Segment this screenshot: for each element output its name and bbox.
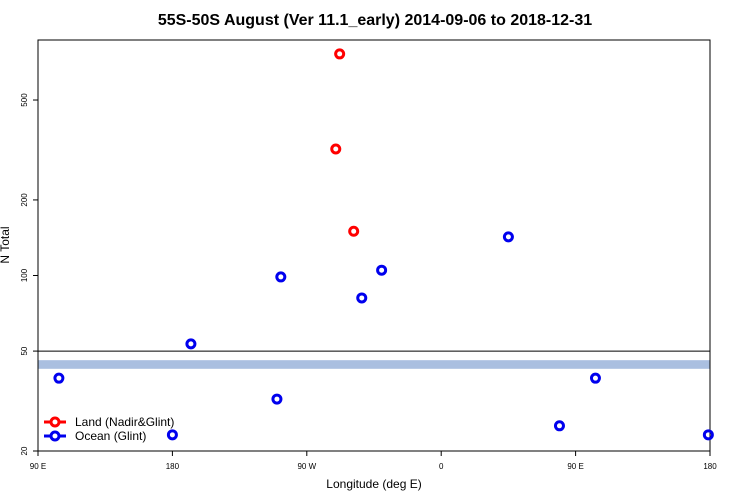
point	[53, 372, 65, 384]
y-tick-label: 20	[20, 446, 29, 455]
y-tick-label: 500	[20, 93, 29, 107]
point	[553, 420, 565, 432]
point	[356, 292, 368, 304]
x-tick-label: 180	[166, 462, 180, 471]
x-tick-label: 90 E	[567, 462, 583, 471]
point	[271, 393, 283, 405]
x-tick-label: 180	[703, 462, 717, 471]
legend-label: Ocean (Glint)	[75, 429, 146, 443]
legend-marker	[49, 416, 61, 428]
point	[589, 372, 601, 384]
y-tick-label: 200	[20, 193, 29, 207]
point	[330, 143, 342, 155]
point	[348, 225, 360, 237]
point	[502, 231, 514, 243]
y-tick-label: 50	[20, 346, 29, 355]
point	[275, 271, 287, 283]
band	[38, 360, 710, 369]
chart-title: 55S-50S August (Ver 11.1_early) 2014-09-…	[158, 12, 592, 29]
x-tick-label: 90 W	[297, 462, 316, 471]
point	[376, 264, 388, 276]
point	[702, 429, 714, 441]
x-axis-label: Longitude (deg E)	[326, 477, 421, 491]
x-tick-label: 90 E	[30, 462, 46, 471]
point	[334, 48, 346, 60]
point	[185, 338, 197, 350]
point	[166, 429, 178, 441]
y-axis-label: N Total	[0, 226, 12, 263]
y-tick-label: 100	[20, 268, 29, 282]
legend-label: Land (Nadir&Glint)	[75, 415, 174, 429]
legend-marker	[49, 430, 61, 442]
x-tick-label: 0	[439, 462, 444, 471]
plot-frame	[37, 39, 711, 452]
